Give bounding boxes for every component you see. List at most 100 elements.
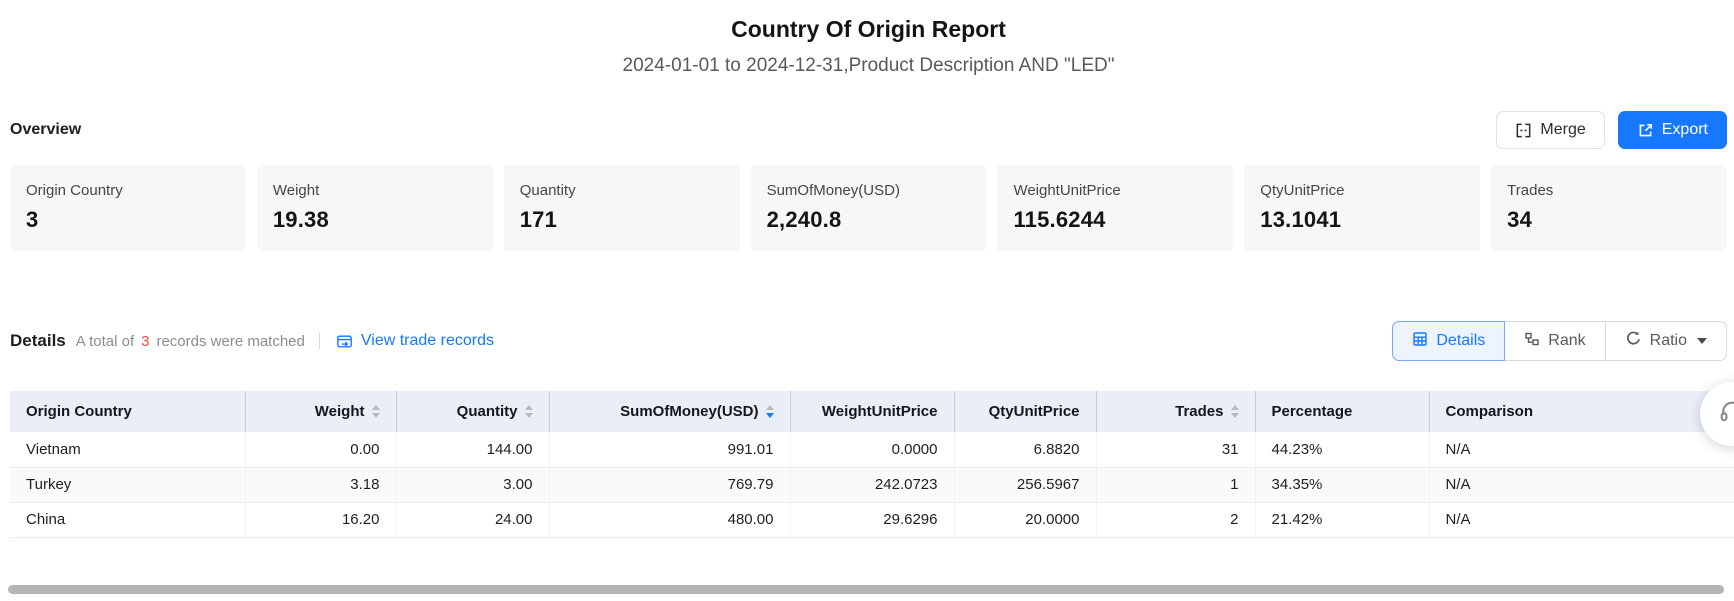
view-trade-records-label: View trade records: [360, 332, 494, 349]
export-icon: [1637, 122, 1654, 139]
card-value: 171: [519, 207, 558, 232]
column-label: Percentage: [1271, 403, 1353, 420]
cell-sumofmoney-usd: 769.79: [549, 467, 791, 503]
view-trade-records-link[interactable]: View trade records: [336, 332, 494, 350]
card-label: QtyUnitPrice: [1260, 182, 1345, 199]
cell-weight: 3.18: [245, 467, 397, 503]
cell-qtyunitprice: 256.5967: [954, 467, 1097, 503]
view-rank-button[interactable]: Rank: [1504, 321, 1606, 361]
overview-card-weight: Weight 19.38: [256, 165, 493, 251]
cell-qtyunitprice: 20.0000: [954, 502, 1097, 538]
table-row-vietnam: Vietnam 0.00 144.00 991.01 0.0000 6.8820 31 44.…: [10, 432, 1734, 468]
record-count: 3: [141, 332, 150, 350]
vertical-divider: [318, 333, 320, 349]
cell-qtyunitprice: 6.8820: [954, 432, 1097, 468]
overview-card-weightunitprice: WeightUnitPrice 115.6244: [997, 165, 1234, 251]
ratio-icon: [1625, 330, 1642, 352]
view-switch: Details Rank Ratio: [1392, 321, 1727, 361]
merge-icon: [1515, 122, 1532, 139]
overview-actions: Merge Export: [1496, 111, 1727, 149]
cell-weightunitprice: 29.6296: [790, 502, 955, 538]
overview-cards: Origin Country 3 Weight 19.38 Quantity 171 Sum…: [10, 165, 1728, 251]
card-label: WeightUnitPrice: [1013, 182, 1121, 199]
summary-prefix: A total of: [75, 332, 135, 350]
column-label: WeightUnitPrice: [821, 403, 938, 420]
merge-button[interactable]: Merge: [1496, 111, 1605, 149]
details-title: Details: [10, 331, 66, 350]
view-ratio-label: Ratio: [1649, 332, 1687, 349]
overview-card-sumofmoney-usd: SumOfMoney(USD) 2,240.8: [750, 165, 987, 251]
cell-sumofmoney-usd: 480.00: [549, 502, 791, 538]
overview-title: Overview: [10, 121, 82, 138]
sort-icon: [524, 405, 533, 418]
column-label: Comparison: [1445, 403, 1534, 420]
cell-quantity: 3.00: [396, 467, 550, 503]
table-header-row: Origin Country Weight Quantity SumOfMoney(U…: [10, 391, 1734, 432]
card-value: 13.1041: [1260, 207, 1342, 232]
view-details-button[interactable]: Details: [1392, 321, 1506, 361]
column-header-percentage: Percentage: [1255, 391, 1430, 432]
column-label: Origin Country: [26, 403, 132, 420]
page-subtitle: 2024-01-01 to 2024-12-31,Product Descrip…: [622, 55, 1115, 76]
cell-weightunitprice: 0.0000: [790, 432, 955, 468]
column-label: SumOfMoney(USD): [620, 403, 759, 420]
card-label: Weight: [272, 182, 320, 199]
table-icon: [1412, 331, 1428, 352]
rank-icon: [1524, 331, 1540, 352]
view-rank-label: Rank: [1548, 332, 1586, 349]
overview-card-trades: Trades 34: [1491, 165, 1728, 251]
column-label: Quantity: [456, 403, 518, 420]
column-header-weightunitprice: WeightUnitPrice: [790, 391, 955, 432]
cell-weight: 16.20: [245, 502, 397, 538]
card-value: 115.6244: [1013, 207, 1106, 232]
column-header-qtyunitprice: QtyUnitPrice: [954, 391, 1097, 432]
column-header-origin-country: Origin Country: [10, 391, 246, 432]
card-value: 3: [26, 207, 39, 232]
table-row-turkey: Turkey 3.18 3.00 769.79 242.0723 256.5967 1 34.…: [10, 467, 1734, 503]
origin-report-table: Origin Country Weight Quantity SumOfMoney(U…: [10, 391, 1734, 538]
details-summary: Details A total of 3 records were matche…: [10, 331, 494, 351]
overview-header: Overview Merge Export: [10, 111, 1727, 149]
column-label: QtyUnitPrice: [988, 403, 1080, 420]
column-header-quantity[interactable]: Quantity: [396, 391, 550, 432]
cell-origin-country: Vietnam: [10, 432, 246, 468]
cell-weight: 0.00: [245, 432, 397, 468]
column-header-weight[interactable]: Weight: [245, 391, 397, 432]
horizontal-scrollbar[interactable]: [0, 585, 1734, 595]
sort-icon: [765, 405, 774, 418]
cell-comparison: N/A: [1429, 502, 1734, 538]
table-row-china: China 16.20 24.00 480.00 29.6296 20.0000 2 21.4…: [10, 502, 1734, 538]
cell-quantity: 24.00: [396, 502, 550, 538]
column-header-sumofmoney-usd[interactable]: SumOfMoney(USD): [549, 391, 791, 432]
cell-sumofmoney-usd: 991.01: [549, 432, 791, 468]
page-title: Country Of Origin Report: [731, 16, 1006, 42]
card-label: Trades: [1507, 182, 1554, 199]
overview-card-origin-country: Origin Country 3: [10, 165, 246, 251]
card-value: 19.38: [272, 207, 329, 232]
card-label: Quantity: [519, 182, 576, 199]
cell-quantity: 144.00: [396, 432, 550, 468]
card-value: 2,240.8: [766, 207, 842, 232]
column-label: Trades: [1175, 403, 1224, 420]
cell-trades: 2: [1096, 502, 1256, 538]
cell-comparison: N/A: [1429, 467, 1734, 503]
cell-weightunitprice: 242.0723: [790, 467, 955, 503]
card-label: SumOfMoney(USD): [766, 182, 900, 199]
view-details-label: Details: [1436, 332, 1486, 349]
overview-card-quantity: Quantity 171: [503, 165, 740, 251]
cell-comparison: N/A: [1429, 432, 1734, 468]
cell-percentage: 34.35%: [1255, 467, 1430, 503]
cell-percentage: 44.23%: [1255, 432, 1430, 468]
column-header-trades[interactable]: Trades: [1096, 391, 1256, 432]
view-ratio-button[interactable]: Ratio: [1604, 321, 1727, 361]
overview-card-qtyunitprice: QtyUnitPrice 13.1041: [1244, 165, 1481, 251]
card-value: 34: [1507, 207, 1533, 232]
cell-trades: 31: [1096, 432, 1256, 468]
export-button-label: Export: [1661, 121, 1708, 138]
scrollbar-thumb[interactable]: [8, 585, 1724, 594]
headset-icon: [1718, 398, 1734, 431]
export-button[interactable]: Export: [1617, 111, 1727, 149]
caret-down-icon: [1697, 338, 1707, 344]
cell-origin-country: China: [10, 502, 246, 538]
cell-trades: 1: [1096, 467, 1256, 503]
